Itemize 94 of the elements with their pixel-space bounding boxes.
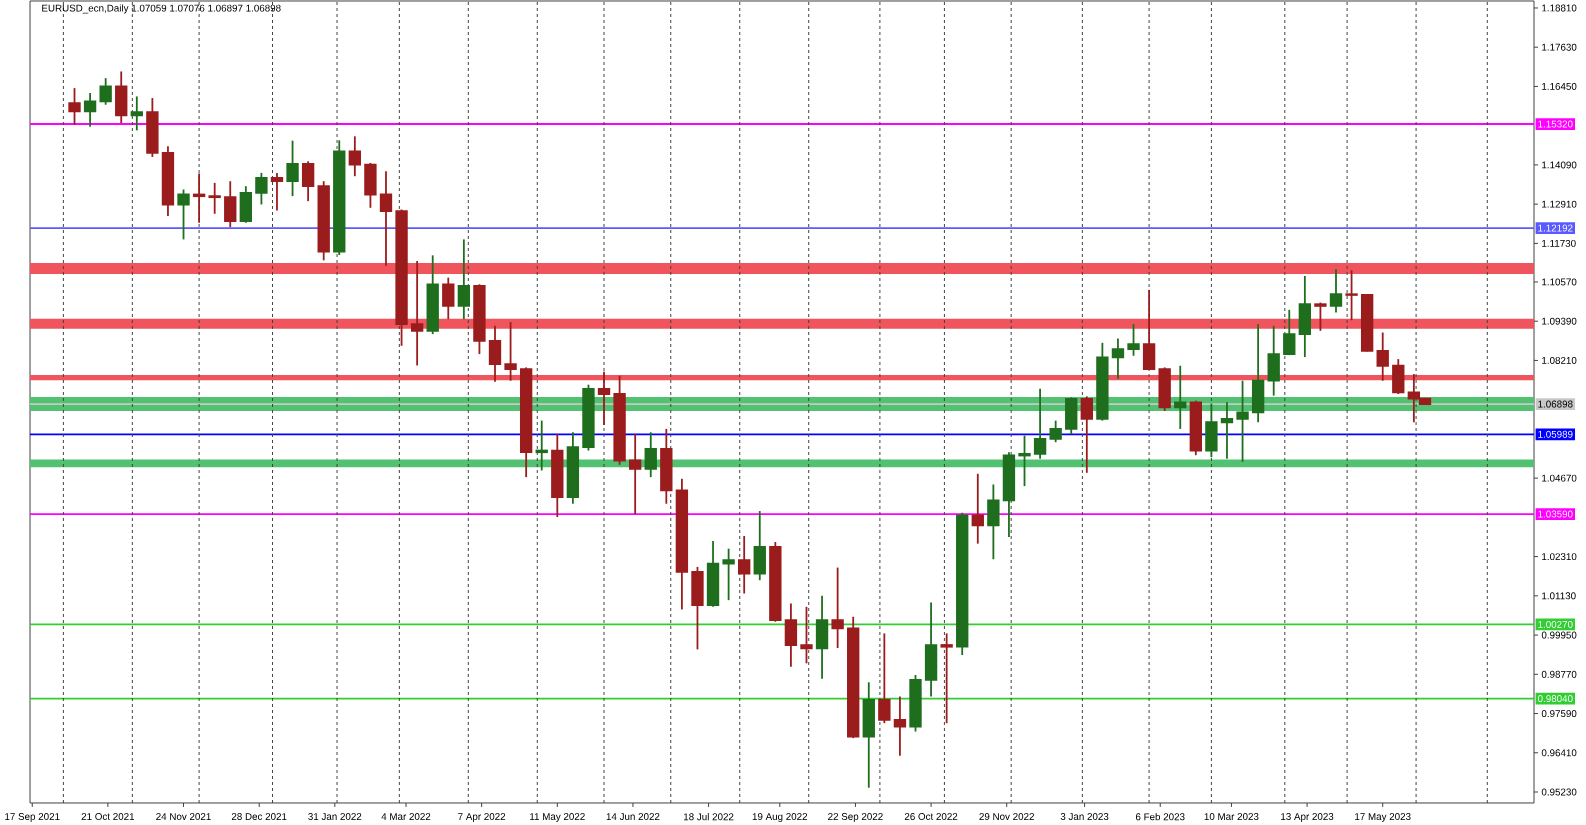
y-tick-label: 1.18810 (1542, 4, 1577, 12)
candlestick (83, 92, 97, 128)
x-tick-label: 19 Aug 2022 (752, 813, 808, 822)
y-tick-label: 1.17630 (1542, 43, 1577, 51)
y-tick-label: 0.98770 (1541, 670, 1577, 678)
candlestick (784, 602, 798, 668)
candlestick (1298, 275, 1312, 358)
ref-line-label: 1.03590 (1538, 510, 1573, 518)
ref-line-label: 1.15320 (1538, 120, 1573, 128)
candlestick (566, 431, 580, 505)
y-tick-label: 1.04670 (1542, 474, 1577, 482)
x-tick-label: 6 Feb 2023 (1135, 813, 1185, 821)
candlestick (738, 535, 751, 595)
candlestick (1345, 269, 1358, 322)
candlestick (675, 477, 689, 611)
candlestick (255, 171, 268, 206)
y-tick-label: 0.96410 (1541, 749, 1577, 757)
candlestick (722, 547, 735, 602)
candlestick (924, 601, 938, 698)
y-tick-label: 1.02310 (1542, 553, 1577, 561)
candlestick (831, 566, 844, 649)
candlestick (488, 324, 502, 383)
x-tick-label: 28 Dec 2021 (231, 813, 287, 820)
y-tick-label: 1.01130 (1542, 592, 1576, 600)
candlestick (208, 181, 221, 215)
candlestick (1111, 337, 1125, 380)
candlestick (301, 160, 315, 203)
y-tick-label: 1.10570 (1542, 278, 1577, 286)
candlestick (442, 276, 455, 321)
x-tick-label: 31 Jan 2022 (308, 813, 362, 820)
candlestick (348, 135, 362, 178)
x-tick-label: 4 Mar 2022 (381, 813, 431, 820)
candlestick (519, 366, 533, 479)
candlestick (1018, 434, 1031, 488)
candlestick (644, 431, 657, 479)
candlestick (987, 483, 1000, 561)
x-tick-label: 26 Oct 2022 (904, 813, 958, 820)
x-tick-label: 13 Apr 2023 (1281, 813, 1334, 822)
ref-line-label: 0.98040 (1537, 695, 1573, 703)
y-tick-label: 0.95230 (1541, 788, 1577, 796)
x-tick-label: 17 May 2023 (1355, 813, 1411, 822)
y-tick-label: 1.11730 (1542, 239, 1576, 247)
x-tick-label: 18 Jul 2022 (684, 813, 734, 821)
candlestick (1080, 395, 1093, 474)
y-tick-label: 1.16450 (1542, 82, 1577, 90)
x-tick-label: 24 Nov 2021 (156, 813, 211, 820)
candlestick (1002, 451, 1016, 538)
candlestick (1267, 324, 1280, 397)
x-tick-label: 7 Apr 2022 (458, 813, 506, 822)
y-tick-label: 0.97590 (1541, 710, 1577, 718)
x-tick-label: 22 Sep 2022 (828, 813, 883, 822)
ref-line-label: 1.06898 (1538, 400, 1573, 408)
candlestick (224, 180, 237, 228)
x-tick-label: 29 Nov 2022 (979, 813, 1034, 820)
candlestick (1236, 379, 1249, 463)
x-tick-label: 14 Jun 2022 (606, 813, 660, 820)
y-tick-label: 0.99950 (1541, 631, 1577, 639)
candlestick (971, 472, 984, 545)
candlestick (862, 681, 875, 789)
ref-line-label: 1.05989 (1538, 430, 1573, 438)
candlestick (597, 370, 611, 426)
y-tick-label: 1.08210 (1542, 356, 1577, 364)
x-tick-label: 17 Sep 2021 (5, 813, 60, 822)
x-tick-label: 3 Jan 2023 (1060, 813, 1109, 820)
candlestick (660, 428, 673, 505)
ref-line-label: 1.00270 (1538, 620, 1573, 628)
x-tick-label: 21 Oct 2021 (81, 813, 135, 820)
candlestick (410, 260, 424, 367)
candlestick (753, 510, 766, 582)
candlestick (270, 171, 284, 212)
candlestick (130, 95, 143, 132)
x-tick-label: 11 May 2022 (530, 813, 585, 822)
candlestick (1174, 364, 1187, 430)
ref-line-label: 1.12192 (1538, 224, 1573, 232)
y-tick-label: 1.09390 (1542, 317, 1577, 325)
candlestick (551, 433, 564, 518)
candlestick (99, 77, 112, 106)
candlestick (628, 433, 642, 515)
candlestick (457, 238, 471, 321)
candlestick (1251, 323, 1265, 424)
chart-title: EURUSD_ecn,Daily 1.07059 1.07076 1.06897 1.06898 (42, 4, 281, 14)
candlestick (115, 70, 128, 124)
x-tick-label: 10 Mar 2023 (1204, 813, 1259, 820)
candlestick (893, 695, 907, 757)
candlestick (1205, 402, 1218, 459)
candlestick (940, 632, 953, 725)
candlestick (1329, 268, 1343, 314)
candlestick (161, 145, 175, 218)
candlestick (379, 170, 393, 267)
candlestick (815, 594, 829, 680)
candlestick (1376, 331, 1389, 382)
y-tick-label: 1.12910 (1542, 200, 1577, 208)
y-tick-label: 1.14090 (1542, 161, 1577, 169)
candlestick (1220, 401, 1234, 460)
